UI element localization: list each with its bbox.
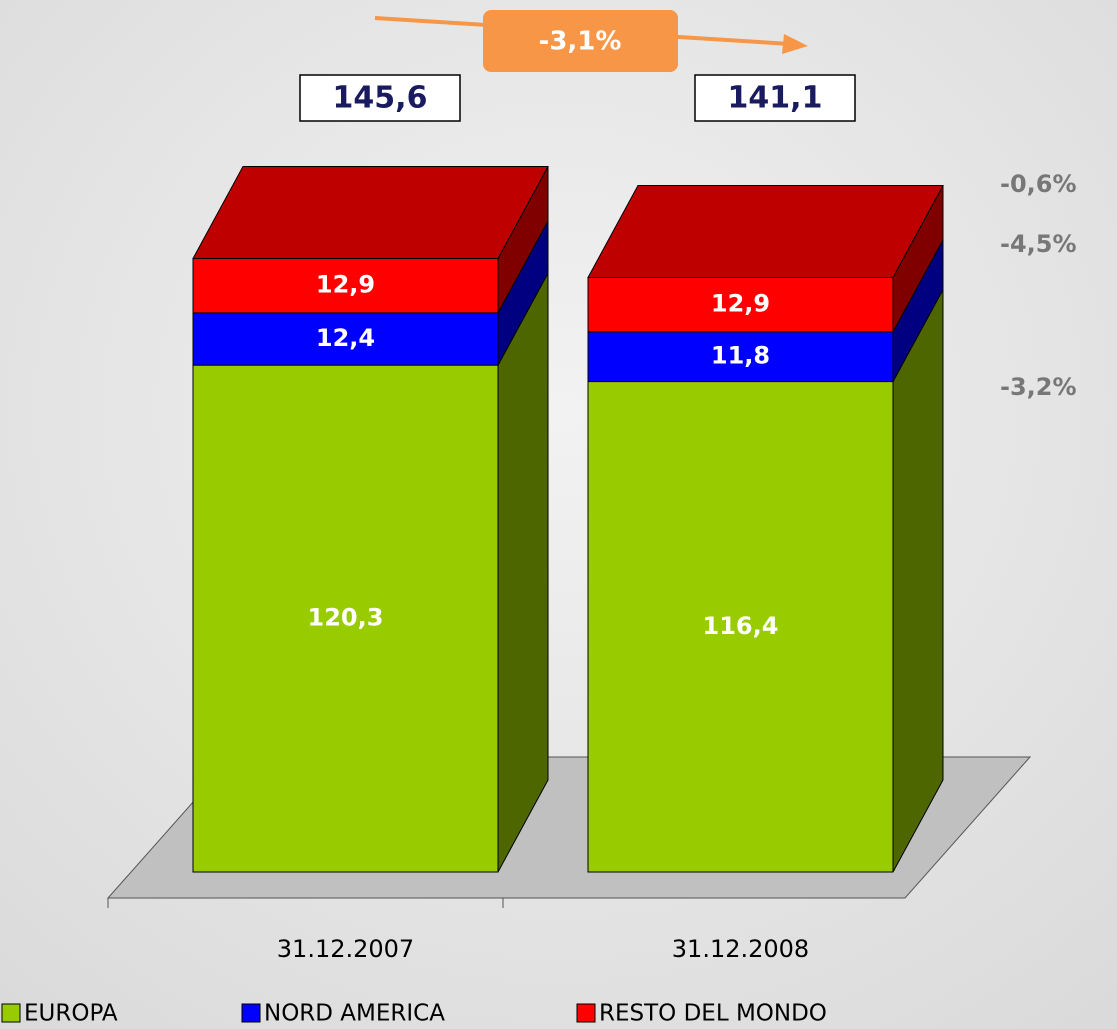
bar-side (497, 272, 549, 873)
series-change: -3,2% (1000, 373, 1077, 401)
total-label: 141,1 (728, 81, 823, 116)
series-change: -4,5% (1000, 230, 1077, 258)
legend-swatch (241, 1003, 261, 1023)
total-box (299, 74, 461, 122)
x-tick-label: 31.12.2007 (277, 935, 414, 963)
legend-label: RESTO DEL MONDO (599, 1001, 827, 1027)
value-label: 116,4 (703, 612, 779, 640)
change-box (483, 10, 678, 72)
bar (587, 276, 894, 333)
legend-swatch (1, 1003, 21, 1023)
arrow-head (782, 34, 808, 54)
change-label: -3,1% (539, 27, 622, 57)
value-label: 12,9 (316, 271, 375, 299)
legend-label: EUROPA (24, 1001, 118, 1027)
bar-top (587, 184, 944, 278)
bar-top (192, 166, 549, 260)
series-change: -0,6% (1000, 170, 1077, 198)
value-label: 12,9 (711, 290, 770, 318)
bar-side (892, 289, 944, 873)
value-label: 12,4 (316, 324, 375, 352)
total-box (694, 74, 856, 122)
bar (192, 258, 499, 314)
legend-swatch (576, 1003, 596, 1023)
plot (192, 166, 944, 873)
value-label: 120,3 (308, 604, 384, 632)
bar (587, 381, 894, 873)
bar (587, 331, 894, 383)
bar (192, 312, 499, 366)
x-tick-label: 31.12.2008 (672, 935, 809, 963)
bar (192, 364, 499, 873)
legend-label: NORD AMERICA (264, 1001, 445, 1027)
value-label: 11,8 (711, 342, 770, 370)
total-label: 145,6 (333, 81, 428, 116)
